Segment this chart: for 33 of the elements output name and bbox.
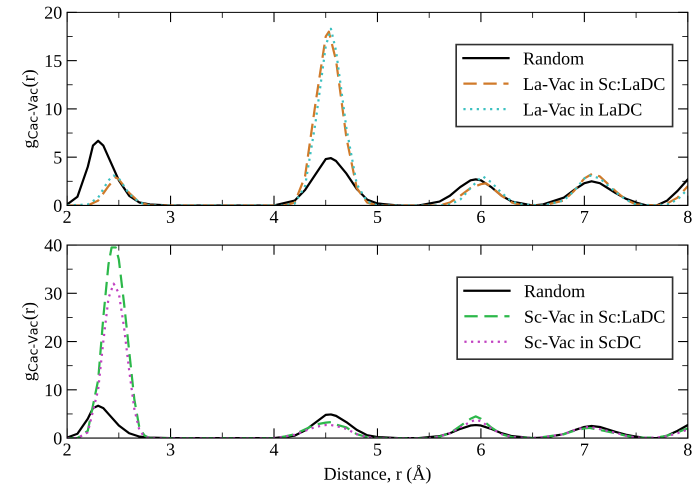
legend-label: La-Vac in Sc:LaDC [523, 78, 664, 90]
x-axis-title: Distance, r (Å) [324, 464, 431, 484]
legend-label: Random [523, 52, 584, 65]
legend-label: Sc-Vac in ScDC [525, 336, 640, 348]
y-axis-title: g$_{Cac-Vac}$(r) [22, 70, 38, 148]
x-tick-label: 4 [270, 210, 278, 223]
x-tick-label: 8 [684, 210, 692, 223]
y-tick-label: 15 [46, 54, 62, 68]
y-tick-label: 30 [45, 288, 62, 300]
y-tick-label: 20 [44, 6, 62, 19]
x-tick-label: 2 [63, 210, 71, 223]
y-tick-label: 10 [46, 384, 62, 396]
legend-label: Sc-Vac in Sc:LaDC [525, 310, 664, 323]
y-axis-title: g$_{Cac-Vac}$(r) [22, 302, 38, 380]
x-tick-label: 5 [374, 210, 382, 223]
x-tick-label: 7 [581, 210, 588, 223]
y-tick-label: 20 [44, 336, 62, 348]
x-tick-label: 8 [684, 443, 692, 456]
x-tick-label: 5 [374, 444, 382, 456]
y-tick-label: 5 [54, 152, 62, 164]
x-tick-label: 3 [166, 210, 174, 223]
x-tick-label: 2 [63, 444, 71, 456]
legend-label: La-Vac in LaDC [523, 104, 642, 116]
y-tick-label: 0 [54, 432, 62, 445]
x-tick-label: 6 [477, 444, 485, 456]
y-tick-label: 10 [46, 103, 62, 116]
y-tick-label: 0 [54, 200, 62, 212]
x-tick-label: 6 [477, 210, 485, 223]
x-tick-label: 4 [270, 444, 278, 456]
x-tick-label: 3 [166, 444, 174, 456]
legend-label: Random [524, 284, 585, 298]
x-tick-label: 7 [581, 444, 588, 456]
y-tick-label: 40 [44, 239, 62, 252]
